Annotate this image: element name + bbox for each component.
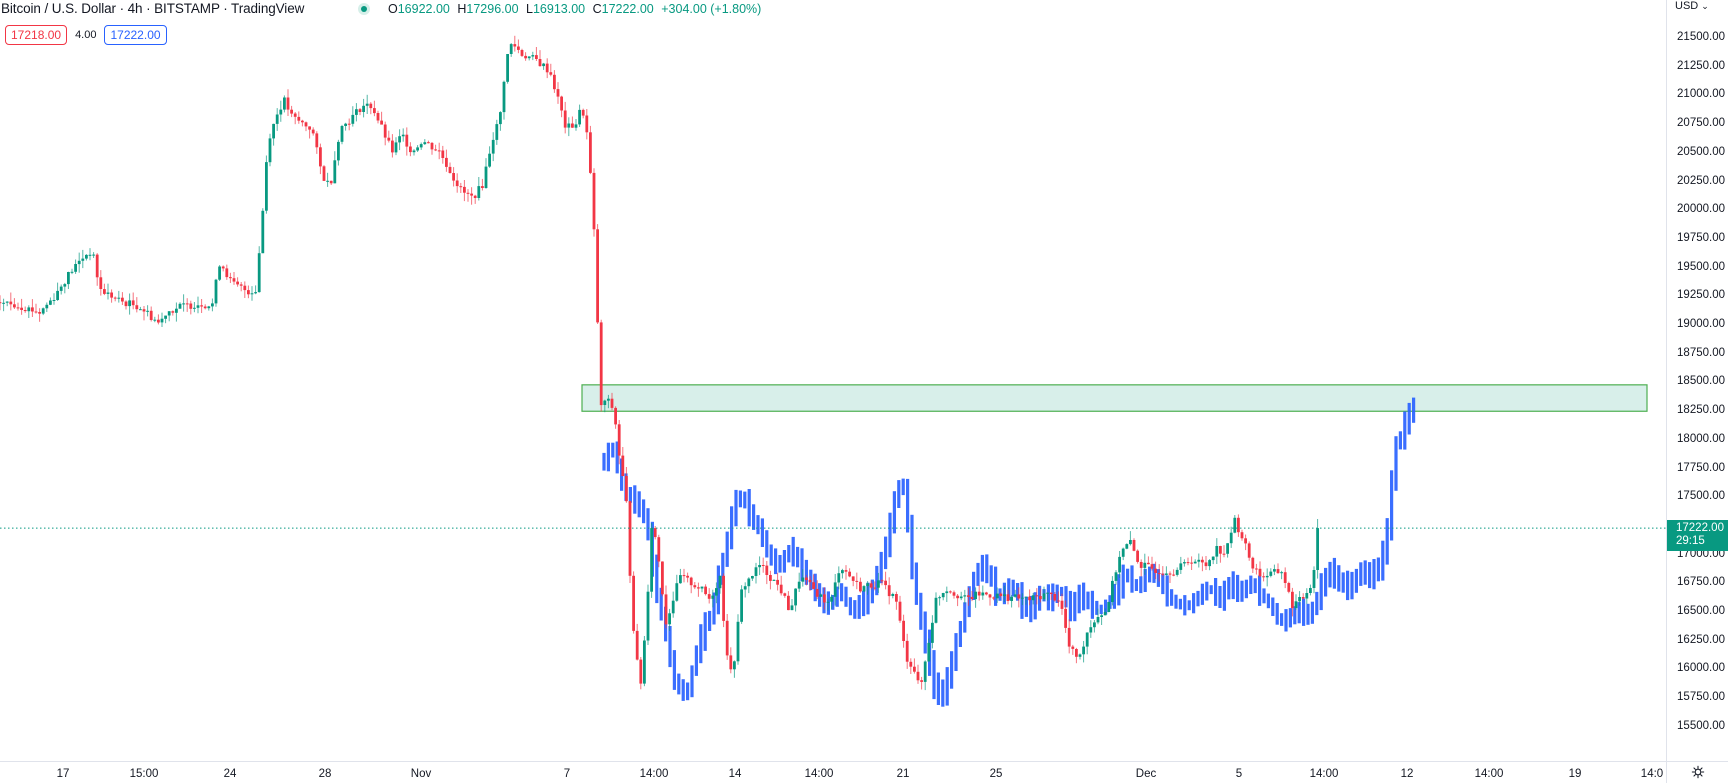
chevron-down-icon: ⌄ bbox=[1701, 1, 1709, 11]
price-tick-label: 16500.00 bbox=[1677, 605, 1725, 617]
price-tick-label: 19250.00 bbox=[1677, 289, 1725, 302]
low-label: L bbox=[526, 2, 533, 16]
time-tick-label: 12 bbox=[1400, 768, 1414, 780]
open-label: O bbox=[388, 2, 398, 16]
time-tick-label: 14:0 bbox=[1640, 768, 1664, 780]
open-value: 16922.00 bbox=[397, 2, 450, 16]
price-tick-label: 20500.00 bbox=[1677, 145, 1725, 158]
symbol-title[interactable]: Bitcoin / U.S. Dollar · 4h · BITSTAMP · … bbox=[1, 1, 305, 16]
price-tick-label: 20000.00 bbox=[1677, 203, 1725, 216]
resistance-zone-rectangle[interactable] bbox=[581, 384, 1648, 412]
time-tick-label: Dec bbox=[1135, 768, 1157, 780]
price-tick-label: 19500.00 bbox=[1677, 260, 1725, 273]
price-tick-label: 20750.00 bbox=[1677, 117, 1725, 130]
change-value: +304.00 (+1.80%) bbox=[661, 2, 762, 16]
market-open-status-icon bbox=[358, 3, 370, 15]
time-tick-label: 14 bbox=[728, 768, 742, 780]
price-tick-label: 18000.00 bbox=[1677, 432, 1725, 445]
price-tick-label: 20250.00 bbox=[1677, 174, 1725, 187]
time-tick-label: 5 bbox=[1235, 768, 1243, 780]
time-tick-label: 14:00 bbox=[804, 768, 834, 780]
time-tick-label: 17 bbox=[56, 768, 70, 780]
price-candles bbox=[0, 35, 1319, 691]
time-tick-label: 19 bbox=[1568, 768, 1582, 780]
high-label: H bbox=[457, 2, 467, 16]
price-tick-label: 18500.00 bbox=[1677, 375, 1725, 388]
last-price-tag: 17222.00 29:15 bbox=[1667, 520, 1728, 552]
time-tick-label: 14:00 bbox=[1474, 768, 1504, 780]
time-tick-label: 15:00 bbox=[129, 768, 159, 780]
price-tick-label: 21000.00 bbox=[1677, 88, 1725, 101]
low-value: 16913.00 bbox=[532, 2, 586, 16]
close-value: 17222.00 bbox=[601, 2, 654, 16]
price-tick-label: 16000.00 bbox=[1677, 662, 1725, 675]
chart-settings-corner bbox=[1666, 761, 1728, 783]
buy-sell-panel: 17218.00 4.00 17222.00 bbox=[5, 25, 167, 45]
gear-icon[interactable] bbox=[1691, 765, 1705, 779]
price-tick-label: 15500.00 bbox=[1677, 719, 1725, 732]
projection-bars bbox=[602, 397, 1416, 707]
currency-label: USD bbox=[1675, 0, 1699, 12]
time-tick-label: 7 bbox=[563, 768, 571, 780]
price-tick-label: 18750.00 bbox=[1677, 346, 1725, 359]
close-label: C bbox=[592, 2, 602, 16]
time-tick-label: 25 bbox=[989, 768, 1003, 780]
price-tick-label: 19000.00 bbox=[1677, 318, 1725, 330]
last-price-value: 17222.00 bbox=[1676, 522, 1724, 535]
price-tick-label: 16750.00 bbox=[1677, 576, 1725, 589]
currency-selector[interactable]: USD ⌄ bbox=[1675, 0, 1709, 12]
time-tick-label: 28 bbox=[318, 768, 332, 780]
spread-value: 4.00 bbox=[75, 29, 97, 41]
bar-countdown: 29:15 bbox=[1676, 535, 1705, 548]
price-tick-label: 15750.00 bbox=[1677, 691, 1725, 704]
ohlc-legend: O16922.00 H17296.00 L16913.00 C17222.00 … bbox=[388, 2, 765, 16]
time-tick-label: 14:00 bbox=[639, 768, 669, 780]
price-tick-label: 17750.00 bbox=[1677, 461, 1725, 474]
price-tick-label: 21250.00 bbox=[1677, 59, 1725, 72]
time-axis[interactable]: 17 15:00 24 28 Nov 7 14:00 14 14:00 21 25 Dec 5 14:00… bbox=[0, 761, 1666, 783]
price-axis[interactable]: USD ⌄ 21500.00 21250.00 21000.00 20750.00 20… bbox=[1666, 0, 1728, 761]
high-value: 17296.00 bbox=[466, 2, 519, 16]
time-tick-label: 24 bbox=[223, 768, 237, 780]
time-tick-label: 14:00 bbox=[1309, 768, 1339, 780]
price-tick-label: 19750.00 bbox=[1677, 231, 1725, 244]
chart-plot-area[interactable]: Bitcoin / U.S. Dollar · 4h · BITSTAMP · … bbox=[0, 0, 1666, 761]
price-tick-label: 17500.00 bbox=[1677, 490, 1725, 503]
buy-button[interactable]: 17222.00 bbox=[104, 25, 167, 45]
price-tick-label: 21500.00 bbox=[1677, 31, 1725, 43]
candlestick-chart[interactable] bbox=[0, 0, 1666, 761]
time-tick-label: 21 bbox=[896, 768, 910, 780]
price-tick-label: 18250.00 bbox=[1677, 404, 1725, 417]
sell-button[interactable]: 17218.00 bbox=[5, 25, 68, 45]
price-tick-label: 16250.00 bbox=[1677, 633, 1725, 646]
time-tick-label: Nov bbox=[410, 768, 432, 780]
